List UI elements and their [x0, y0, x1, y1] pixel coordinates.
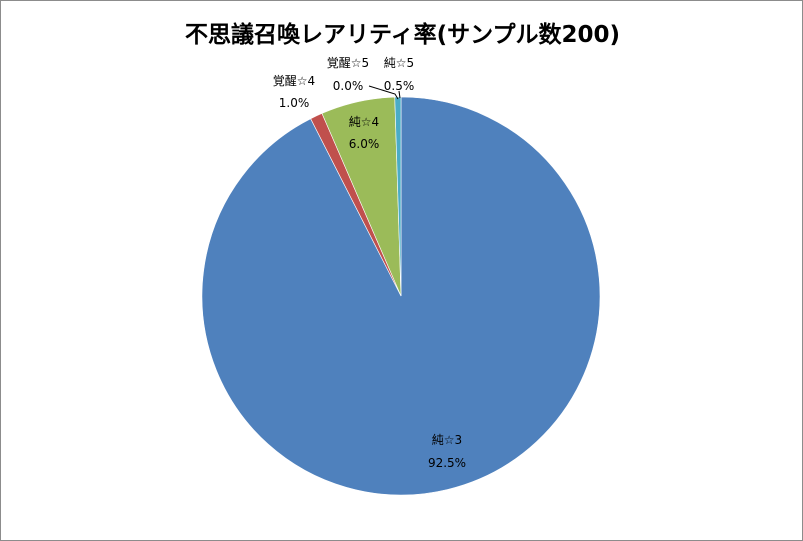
chart-title: 不思議召喚レアリティ率(サンプル数200)	[185, 22, 620, 48]
slice-name-label-3: 覚醒☆5	[327, 56, 369, 70]
pie-slice-4	[394, 96, 402, 297]
slice-value-label-0: 92.5%	[428, 456, 466, 470]
leader-line-4	[398, 90, 401, 99]
slice-name-label-1: 覚醒☆4	[273, 74, 315, 88]
slice-value-label-3: 0.0%	[333, 79, 364, 93]
pie-slices	[201, 96, 601, 496]
leader-lines	[368, 85, 401, 100]
slice-name-label-4: 純☆5	[384, 56, 414, 70]
slice-value-label-4: 0.5%	[384, 79, 415, 93]
leader-line-3	[368, 85, 399, 100]
slice-name-label-0: 純☆3	[432, 433, 462, 447]
slice-name-label-2: 純☆4	[349, 115, 379, 129]
slice-value-label-1: 1.0%	[279, 96, 310, 110]
slice-value-label-2: 6.0%	[349, 137, 380, 151]
data-labels: 純☆3 92.5% 覚醒☆4 1.0% 純☆4 6.0% 覚醒☆5 0.0% 純☆5 0.5%	[273, 56, 466, 470]
